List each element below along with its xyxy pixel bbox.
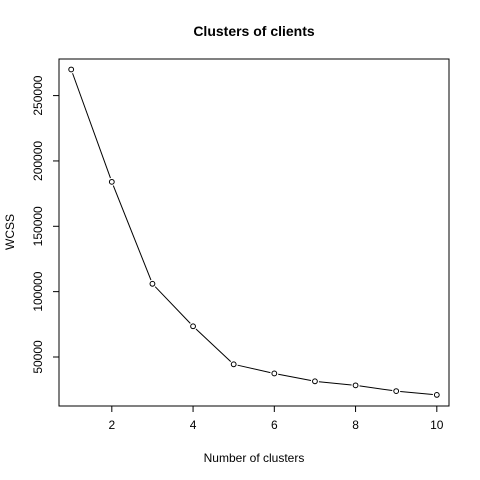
data-point <box>352 382 359 389</box>
y-tick-label: 200000 <box>31 141 45 181</box>
x-axis-ticks: 2 4 6 8 10 <box>108 406 444 432</box>
y-tick-label: 50000 <box>31 340 45 374</box>
x-tick-label: 10 <box>430 418 444 432</box>
y-axis-label: WCSS <box>3 214 17 250</box>
chart-title: Clusters of clients <box>193 23 315 39</box>
y-axis-ticks: 50000 100000 150000 200000 250000 <box>31 75 59 374</box>
data-point <box>433 391 440 398</box>
data-point <box>271 370 278 377</box>
series-line-segment <box>318 381 352 386</box>
x-axis-label: Number of clusters <box>204 451 305 465</box>
series-line-segment <box>112 185 152 281</box>
series-line-segment <box>278 373 312 382</box>
x-tick-label: 6 <box>271 418 278 432</box>
data-point <box>108 178 115 185</box>
y-tick-label: 100000 <box>31 271 45 311</box>
data-point <box>190 323 196 330</box>
data-series <box>68 66 440 398</box>
data-point <box>393 388 400 395</box>
data-point <box>312 378 318 385</box>
data-point <box>149 280 156 287</box>
series-line-segment <box>359 385 393 392</box>
data-point <box>68 66 75 73</box>
series-line-segment <box>237 364 271 374</box>
x-tick-label: 4 <box>190 418 197 432</box>
y-tick-label: 150000 <box>31 206 45 246</box>
series-line-segment <box>154 286 191 324</box>
series-line-segment <box>400 390 433 396</box>
series-line-segment <box>72 73 111 179</box>
data-point <box>230 361 237 368</box>
y-tick-label: 250000 <box>31 75 45 115</box>
x-tick-label: 2 <box>108 418 115 432</box>
series-line-segment <box>195 328 232 362</box>
plot-frame <box>58 58 450 407</box>
x-tick-label: 8 <box>352 418 359 432</box>
